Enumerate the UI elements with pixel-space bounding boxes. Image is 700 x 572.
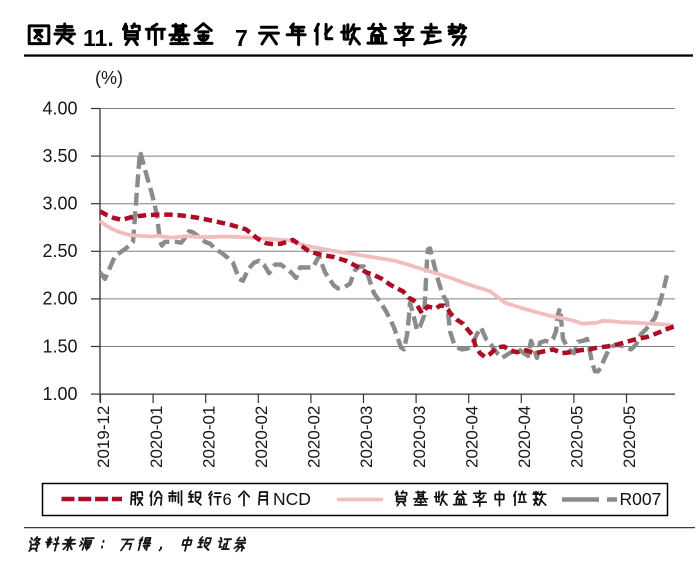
svg-text:2020-02: 2020-02 xyxy=(305,406,324,468)
svg-text:2020-05: 2020-05 xyxy=(620,406,639,468)
svg-text:4.00: 4.00 xyxy=(42,98,77,118)
svg-text:1.50: 1.50 xyxy=(42,336,77,356)
svg-text:2.00: 2.00 xyxy=(42,289,77,309)
svg-text:NCD: NCD xyxy=(273,489,311,509)
svg-text:2.50: 2.50 xyxy=(42,241,77,261)
svg-text:3.00: 3.00 xyxy=(42,194,77,214)
svg-text:(%): (%) xyxy=(95,68,123,88)
svg-text:2019-12: 2019-12 xyxy=(94,406,113,468)
svg-text:6: 6 xyxy=(223,491,232,509)
svg-text:3.50: 3.50 xyxy=(42,146,77,166)
svg-text:R007: R007 xyxy=(620,489,662,509)
svg-text:2020-05: 2020-05 xyxy=(568,406,587,468)
svg-text:2020-02: 2020-02 xyxy=(252,406,271,468)
svg-text:7: 7 xyxy=(235,25,248,51)
svg-text:2020-01: 2020-01 xyxy=(199,406,218,468)
svg-text:2020-01: 2020-01 xyxy=(147,406,166,468)
svg-text:2020-04: 2020-04 xyxy=(515,406,534,468)
svg-text:1.00: 1.00 xyxy=(42,384,77,404)
svg-text:2020-04: 2020-04 xyxy=(462,406,481,468)
svg-text:2020-03: 2020-03 xyxy=(410,406,429,468)
svg-text:11.: 11. xyxy=(83,25,114,51)
svg-text:2020-03: 2020-03 xyxy=(357,406,376,468)
